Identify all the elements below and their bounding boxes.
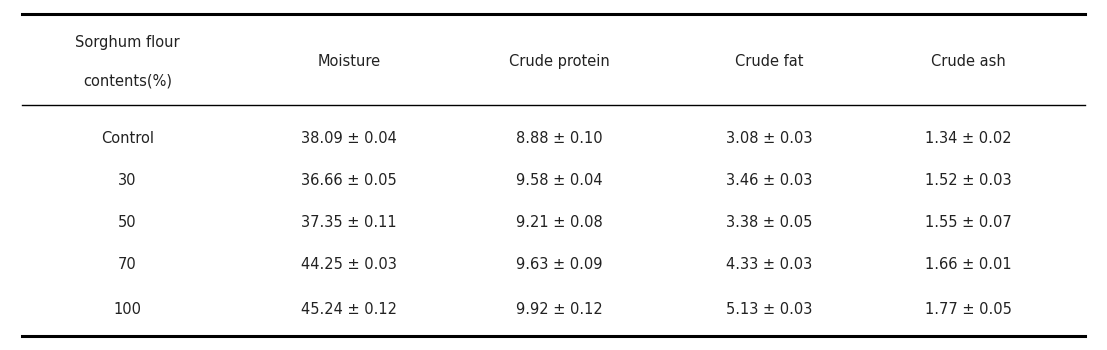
Text: 5.13 ± 0.03: 5.13 ± 0.03: [726, 302, 813, 317]
Text: 4.33 ± 0.03: 4.33 ± 0.03: [726, 257, 813, 272]
Text: 37.35 ± 0.11: 37.35 ± 0.11: [301, 215, 396, 230]
Text: 9.58 ± 0.04: 9.58 ± 0.04: [516, 173, 602, 188]
Text: 38.09 ± 0.04: 38.09 ± 0.04: [301, 131, 396, 146]
Text: 30: 30: [118, 173, 136, 188]
Text: 1.77 ± 0.05: 1.77 ± 0.05: [925, 302, 1012, 317]
Text: 1.55 ± 0.07: 1.55 ± 0.07: [925, 215, 1012, 230]
Text: 3.38 ± 0.05: 3.38 ± 0.05: [726, 215, 813, 230]
Text: 1.52 ± 0.03: 1.52 ± 0.03: [925, 173, 1012, 188]
Text: 44.25 ± 0.03: 44.25 ± 0.03: [301, 257, 396, 272]
Text: 36.66 ± 0.05: 36.66 ± 0.05: [301, 173, 396, 188]
Text: 70: 70: [118, 257, 136, 272]
Text: Crude fat: Crude fat: [735, 54, 804, 69]
Text: Moisture: Moisture: [317, 54, 381, 69]
Text: 8.88 ± 0.10: 8.88 ± 0.10: [516, 131, 602, 146]
Text: 1.34 ± 0.02: 1.34 ± 0.02: [925, 131, 1012, 146]
Text: contents(%): contents(%): [83, 73, 172, 88]
Text: Crude ash: Crude ash: [931, 54, 1006, 69]
Text: Sorghum flour: Sorghum flour: [75, 35, 179, 49]
Text: 3.46 ± 0.03: 3.46 ± 0.03: [726, 173, 813, 188]
Text: 45.24 ± 0.12: 45.24 ± 0.12: [301, 302, 396, 317]
Text: 1.66 ± 0.01: 1.66 ± 0.01: [925, 257, 1012, 272]
Text: 50: 50: [118, 215, 136, 230]
Text: Control: Control: [101, 131, 154, 146]
Text: 9.63 ± 0.09: 9.63 ± 0.09: [516, 257, 602, 272]
Text: Crude protein: Crude protein: [508, 54, 610, 69]
Text: 100: 100: [113, 302, 142, 317]
Text: 3.08 ± 0.03: 3.08 ± 0.03: [726, 131, 813, 146]
Text: 9.21 ± 0.08: 9.21 ± 0.08: [516, 215, 602, 230]
Text: 9.92 ± 0.12: 9.92 ± 0.12: [516, 302, 602, 317]
